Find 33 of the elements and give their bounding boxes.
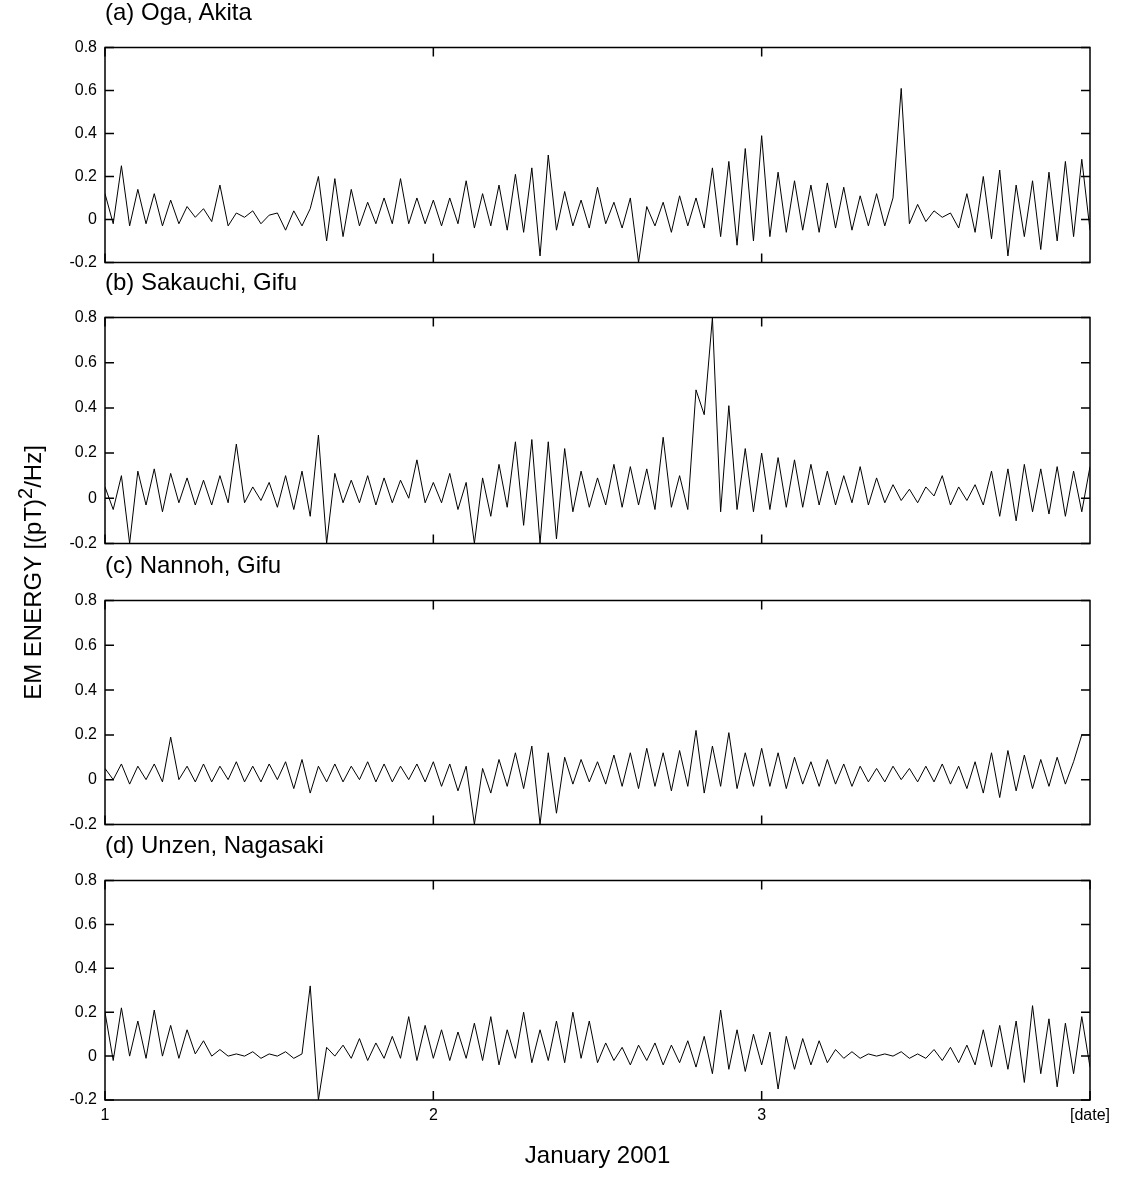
y-tick-label: -0.2 (69, 533, 98, 551)
x-tick-label: 2 (428, 1106, 438, 1124)
y-tick-label: 0.2 (74, 443, 98, 461)
y-tick-label: 0.4 (74, 680, 98, 698)
chart-title: (a) Oga, Akita (105, 0, 252, 26)
y-tick-label: -0.2 (69, 252, 98, 270)
x-tick-label: 1 (100, 1106, 110, 1124)
y-tick-label: 0.6 (74, 80, 98, 98)
y-tick-label: 0.6 (74, 635, 98, 653)
y-tick-label: 0 (88, 488, 98, 506)
y-tick-label: 0.8 (74, 308, 98, 326)
x-axis-title: January 2001 (524, 1141, 671, 1169)
chart-title: (b) Sakauchi, Gifu (105, 268, 298, 296)
y-tick-label: -0.2 (69, 1090, 98, 1108)
x-tick-label: [date] (1069, 1106, 1111, 1124)
y-tick-label: 0.6 (74, 914, 98, 932)
y-tick-label: 0.4 (74, 958, 98, 976)
chart-title: (c) Nannoh, Gifu (105, 551, 282, 579)
y-tick-label: 0.8 (74, 871, 98, 889)
y-tick-label: 0.4 (74, 123, 98, 141)
y-tick-label: 0.2 (74, 1002, 98, 1020)
y-tick-label: 0 (88, 1046, 98, 1064)
y-tick-label: 0.8 (74, 591, 98, 609)
y-tick-label: 0 (88, 209, 98, 227)
y-tick-label: 0.8 (74, 38, 98, 56)
chart-title: (d) Unzen, Nagasaki (105, 831, 324, 859)
y-tick-label: 0 (88, 770, 98, 788)
y-tick-label: 0.2 (74, 725, 98, 743)
y-tick-label: 0.6 (74, 353, 98, 371)
y-tick-label: 0.2 (74, 166, 98, 184)
x-tick-label: 3 (757, 1106, 767, 1124)
y-tick-label: 0.4 (74, 398, 98, 416)
y-tick-label: -0.2 (69, 814, 98, 832)
